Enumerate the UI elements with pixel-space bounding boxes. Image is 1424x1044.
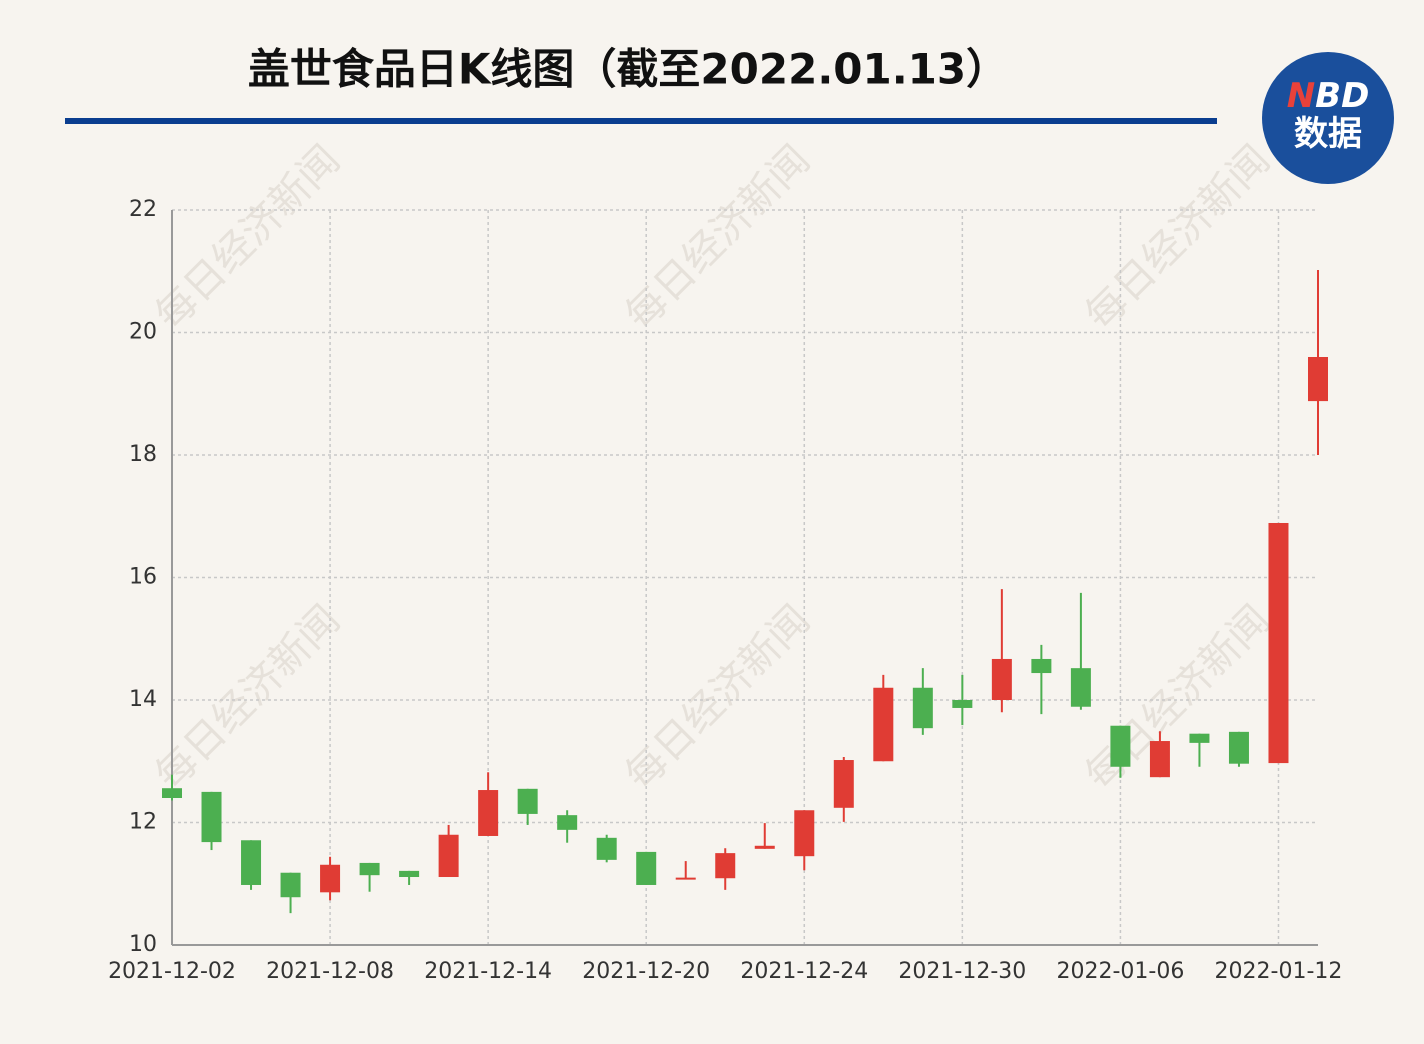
y-tick-label: 16 — [129, 565, 157, 590]
title-rule — [65, 118, 1217, 124]
candle-body — [1268, 522, 1289, 764]
logo-text: 数据 — [1294, 114, 1362, 154]
candle-body — [438, 834, 459, 878]
x-tick-label: 2021-12-14 — [424, 959, 552, 984]
candle-body — [715, 853, 736, 879]
x-tick-label: 2022-01-06 — [1056, 959, 1184, 984]
y-tick-label: 12 — [129, 810, 157, 835]
chart-title: 盖世食品日K线图（截至2022.01.13） — [248, 45, 1008, 94]
candle-body — [1149, 741, 1170, 778]
x-tick-label: 2022-01-12 — [1215, 959, 1343, 984]
y-tick-label: 22 — [129, 197, 157, 222]
candle-body — [359, 862, 380, 876]
candle-body — [517, 788, 538, 814]
candle-body — [1189, 733, 1210, 743]
candle-body — [557, 815, 578, 830]
x-tick-label: 2021-12-24 — [740, 959, 868, 984]
candle-body — [675, 877, 696, 880]
candle-body — [794, 810, 815, 857]
candle-body — [1070, 668, 1091, 707]
candle-body — [596, 837, 617, 860]
watermark: 每日经济新闻 — [147, 597, 349, 799]
x-tick-label: 2021-12-02 — [108, 959, 236, 984]
candle-body — [241, 840, 262, 885]
candle-body — [1308, 357, 1328, 402]
y-tick-label: 18 — [129, 442, 157, 467]
candle-body — [201, 791, 222, 843]
logo-text: NBD — [1286, 76, 1370, 116]
candle-body — [1228, 731, 1249, 764]
candle-body — [833, 760, 854, 808]
candle-body — [399, 870, 420, 878]
watermark: 每日经济新闻 — [617, 597, 819, 799]
candle-body — [162, 788, 182, 798]
candle-body — [280, 872, 301, 898]
y-tick-label: 14 — [129, 687, 157, 712]
logo: NBD 数据 — [1262, 52, 1394, 184]
candle-body — [754, 845, 775, 849]
y-tick-label: 10 — [129, 932, 157, 957]
candle-body — [952, 700, 973, 708]
x-tick-label: 2021-12-30 — [898, 959, 1026, 984]
watermark: 每日经济新闻 — [617, 137, 819, 339]
candle-body — [912, 687, 933, 729]
watermark: 每日经济新闻 — [147, 137, 349, 339]
candle-body — [991, 658, 1012, 700]
candle-body — [1031, 658, 1052, 674]
y-tick-label: 20 — [129, 320, 157, 345]
candle-body — [320, 864, 341, 893]
x-tick-label: 2021-12-08 — [266, 959, 394, 984]
x-tick-label: 2021-12-20 — [582, 959, 710, 984]
candle-body — [873, 687, 894, 762]
watermark: 每日经济新闻 — [1077, 597, 1279, 799]
candle-body — [636, 851, 657, 885]
candle-body — [478, 790, 499, 836]
candle-body — [1110, 725, 1131, 767]
watermark: 每日经济新闻 — [1077, 137, 1279, 339]
